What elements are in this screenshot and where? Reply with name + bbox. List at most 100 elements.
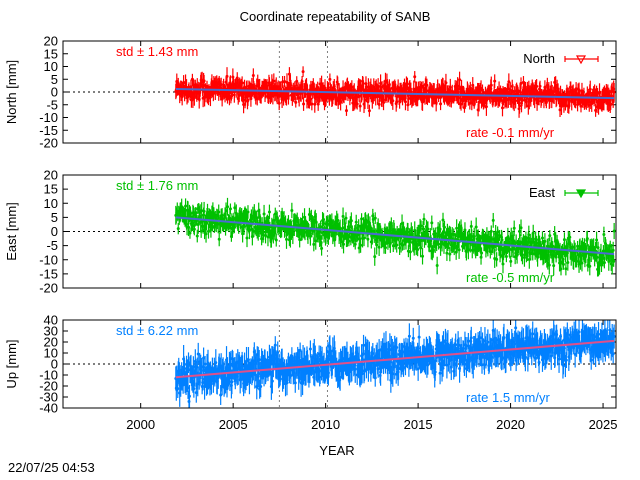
data-point bbox=[484, 105, 488, 109]
data-point bbox=[420, 238, 424, 242]
data-point bbox=[551, 244, 555, 248]
y-tick-label: 15 bbox=[44, 182, 58, 197]
data-point bbox=[220, 97, 224, 101]
data-point bbox=[500, 238, 504, 242]
data-point bbox=[611, 100, 615, 104]
data-point bbox=[596, 246, 600, 250]
data-point bbox=[456, 84, 460, 88]
y-tick-label: -40 bbox=[39, 401, 58, 416]
data-point bbox=[252, 229, 256, 233]
plot-frame bbox=[62, 174, 617, 289]
data-point bbox=[316, 102, 320, 106]
data-point bbox=[344, 109, 348, 113]
data-point bbox=[192, 387, 196, 391]
data-point bbox=[373, 255, 377, 259]
data-point bbox=[454, 343, 458, 347]
data-point bbox=[363, 98, 367, 102]
data-point bbox=[398, 246, 402, 250]
data-point bbox=[447, 241, 451, 245]
data-point bbox=[289, 374, 293, 378]
data-point bbox=[610, 263, 614, 267]
y-tick-label: 10 bbox=[44, 196, 58, 211]
data-point bbox=[400, 222, 404, 226]
data-point bbox=[276, 85, 280, 89]
data-point bbox=[342, 242, 346, 246]
data-point bbox=[300, 79, 304, 83]
data-point bbox=[489, 83, 493, 87]
data-point bbox=[383, 246, 387, 250]
data-point bbox=[201, 224, 205, 228]
data-point bbox=[405, 82, 409, 86]
data-point bbox=[480, 251, 484, 255]
data-point bbox=[403, 100, 407, 104]
data-point bbox=[336, 82, 340, 86]
data-point bbox=[488, 250, 492, 254]
data-point bbox=[312, 229, 316, 233]
data-point bbox=[495, 257, 499, 261]
data-point bbox=[457, 248, 461, 252]
data-point bbox=[416, 247, 420, 251]
data-point bbox=[377, 102, 381, 106]
data-point bbox=[196, 352, 200, 356]
data-point bbox=[259, 385, 263, 389]
data-point bbox=[184, 204, 188, 208]
data-point bbox=[297, 96, 301, 100]
data-point bbox=[273, 343, 277, 347]
data-point bbox=[441, 366, 445, 370]
trend-line bbox=[175, 87, 615, 100]
chart-title: Coordinate repeatability of SANB bbox=[240, 9, 431, 24]
data-point bbox=[408, 250, 412, 254]
data-point bbox=[308, 97, 312, 101]
data-point bbox=[191, 365, 195, 369]
data-point bbox=[566, 261, 570, 265]
data-point bbox=[204, 232, 208, 236]
data-point bbox=[360, 217, 364, 221]
data-point bbox=[370, 234, 374, 238]
data-point bbox=[397, 367, 401, 371]
data-point bbox=[303, 230, 307, 234]
data-point bbox=[190, 221, 194, 225]
data-point bbox=[358, 104, 362, 108]
data-point bbox=[510, 97, 514, 101]
data-point bbox=[262, 230, 266, 234]
data-point bbox=[359, 243, 363, 247]
y-tick-label: -30 bbox=[39, 390, 58, 405]
data-point bbox=[338, 375, 342, 379]
data-point bbox=[388, 241, 392, 245]
data-point bbox=[526, 247, 530, 251]
y-tick-label: -10 bbox=[39, 110, 58, 125]
data-point bbox=[602, 261, 606, 265]
data-point bbox=[535, 241, 539, 245]
data-point bbox=[402, 366, 406, 370]
data-point bbox=[419, 246, 423, 250]
data-point bbox=[519, 90, 523, 94]
data-point bbox=[434, 232, 438, 236]
data-point bbox=[445, 251, 449, 255]
data-point bbox=[474, 225, 478, 229]
data-point bbox=[535, 84, 539, 88]
data-point bbox=[257, 358, 261, 362]
y-tick-label: -15 bbox=[39, 266, 58, 281]
data-point bbox=[519, 226, 523, 230]
data-point bbox=[470, 234, 474, 238]
data-point bbox=[362, 236, 366, 240]
data-point bbox=[448, 252, 452, 256]
data-point bbox=[272, 79, 276, 83]
data-point bbox=[543, 239, 547, 243]
y-tick-label: 0 bbox=[51, 85, 58, 100]
legend-marker bbox=[575, 55, 587, 65]
data-point bbox=[507, 80, 511, 84]
y-tick-label: -20 bbox=[39, 136, 58, 151]
data-point bbox=[239, 225, 243, 229]
data-point bbox=[559, 267, 563, 271]
data-point bbox=[344, 216, 348, 220]
data-point bbox=[547, 245, 551, 249]
data-point bbox=[209, 228, 213, 232]
data-point bbox=[514, 99, 518, 103]
data-point bbox=[518, 104, 522, 108]
data-point bbox=[234, 211, 238, 215]
data-point bbox=[318, 369, 322, 373]
data-point bbox=[186, 386, 190, 390]
data-point bbox=[200, 209, 204, 213]
